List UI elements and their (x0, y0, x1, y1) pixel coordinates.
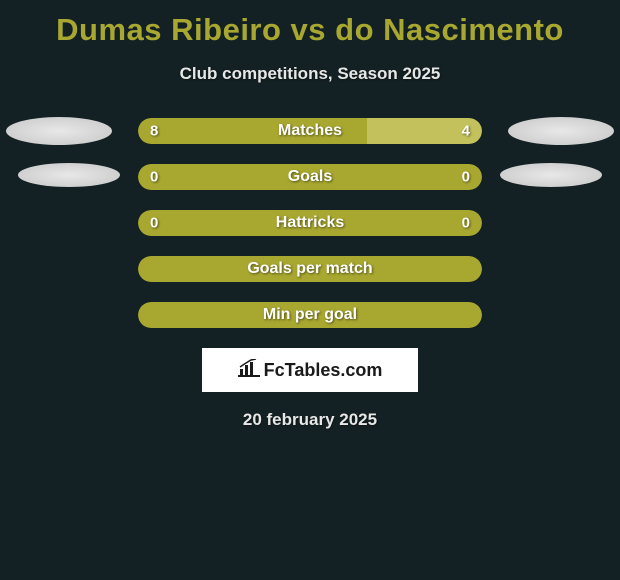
bar-container: 0 0 Hattricks (138, 210, 482, 236)
bar-container: Min per goal (138, 302, 482, 328)
player-avatar-left (6, 117, 112, 145)
bar-container: 0 0 Goals (138, 164, 482, 190)
metric-name: Min per goal (263, 306, 357, 324)
player-avatar-right (508, 117, 614, 145)
bar-container: 8 4 Matches (138, 118, 482, 144)
value-right: 0 (462, 215, 470, 232)
subtitle: Club competitions, Season 2025 (0, 64, 620, 84)
player-avatar-right (500, 163, 602, 187)
value-right: 4 (462, 123, 470, 140)
value-left: 8 (150, 123, 158, 140)
page-title: Dumas Ribeiro vs do Nascimento (0, 0, 620, 48)
metric-name: Goals per match (247, 260, 372, 278)
bar-left (138, 164, 310, 190)
logo-text: FcTables.com (264, 360, 383, 381)
metric-name: Matches (278, 122, 342, 140)
metric-row: Goals per match (0, 256, 620, 282)
player-avatar-left (18, 163, 120, 187)
value-left: 0 (150, 215, 158, 232)
bar-right (310, 164, 482, 190)
metric-row: 0 0 Hattricks (0, 210, 620, 236)
comparison-chart: 8 4 Matches 0 0 Goals 0 0 Hattricks Goals per mat… (0, 118, 620, 328)
bar-container: Goals per match (138, 256, 482, 282)
metric-row: Min per goal (0, 302, 620, 328)
value-right: 0 (462, 169, 470, 186)
metric-row: 0 0 Goals (0, 164, 620, 190)
chart-icon (238, 359, 260, 382)
metric-name: Hattricks (276, 214, 344, 232)
metric-row: 8 4 Matches (0, 118, 620, 144)
date-label: 20 february 2025 (0, 410, 620, 430)
logo-box: FcTables.com (202, 348, 418, 392)
metric-name: Goals (288, 168, 332, 186)
value-left: 0 (150, 169, 158, 186)
site-logo: FcTables.com (238, 359, 383, 382)
